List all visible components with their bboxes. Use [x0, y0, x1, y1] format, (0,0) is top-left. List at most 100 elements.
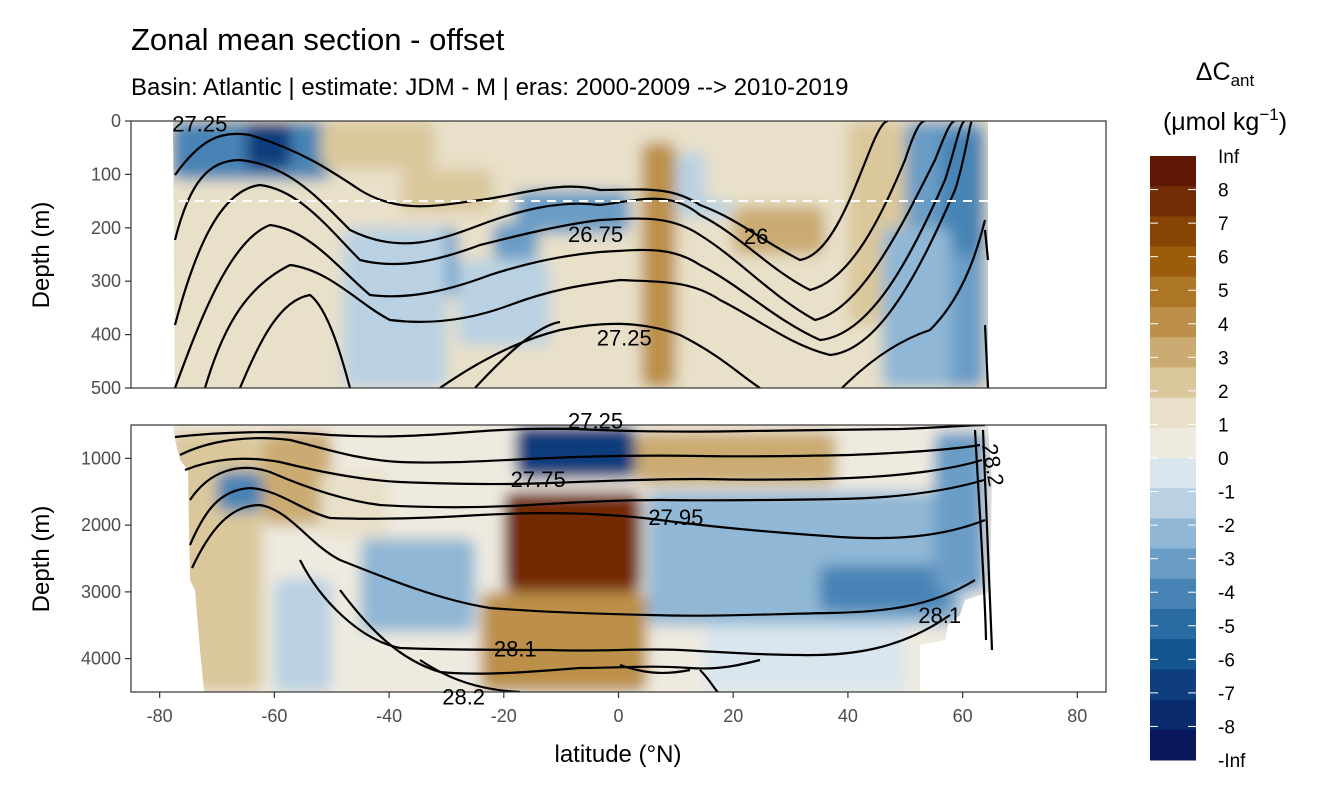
isopycnal-label: 26.75: [568, 222, 623, 247]
legend-swatch: [1150, 216, 1196, 248]
panel-upper-nodata: [131, 121, 1106, 388]
legend-swatch: [1150, 427, 1196, 459]
legend-swatch: [1150, 156, 1196, 187]
legend-title-subscript: ant: [1231, 71, 1255, 90]
legend-label: -3: [1218, 550, 1235, 571]
panel-upper-contour-labels: 27.25 26.75 26 27.25: [172, 112, 768, 351]
field-cell: [274, 578, 332, 692]
legend-unit-text: (μmol kg: [1163, 108, 1259, 136]
legend-swatch: [1150, 307, 1196, 338]
y-tick-label: 100: [91, 164, 121, 184]
x-tick-label: 60: [953, 706, 973, 726]
legend-swatch: [1150, 246, 1196, 278]
field-cell: [704, 121, 877, 202]
color-legend: ΔCant (μmol kg−1) Inf 8 7 6 5 4 3 2 1 0 -1 -2 -3 -4 -5…: [1150, 58, 1287, 772]
legend-swatch: [1150, 367, 1196, 399]
y-axis-title-lower: Depth (m): [28, 506, 55, 613]
x-tick-label: 80: [1067, 706, 1087, 726]
y-axis-title-upper: Depth (m): [28, 202, 55, 309]
isopycnal-label: 28.1: [494, 637, 537, 662]
panel-lower-field: [131, 425, 1106, 692]
field-cell: [343, 227, 447, 388]
field-cell: [492, 222, 539, 260]
field-cell: [503, 491, 642, 592]
legend-swatch: [1150, 699, 1196, 731]
legend-label: 7: [1218, 214, 1229, 235]
field-cell: [217, 471, 263, 512]
legend-label: Inf: [1218, 147, 1240, 168]
x-tick-label: 0: [613, 706, 623, 726]
legend-label: 5: [1218, 281, 1229, 302]
legend-label: -1: [1218, 483, 1235, 504]
x-tick-label: -40: [376, 706, 402, 726]
isopycnal-label: 28.1: [918, 603, 961, 628]
panel-lower-y-axis: 1000 2000 3000 4000: [81, 448, 131, 669]
legend-swatch: [1150, 488, 1196, 519]
field-cell: [320, 471, 390, 539]
y-tick-label: 500: [91, 378, 121, 398]
legend-label: -5: [1218, 617, 1235, 638]
field-cell: [819, 565, 952, 612]
legend-label: -Inf: [1218, 751, 1246, 772]
legend-label: 8: [1218, 181, 1229, 202]
y-tick-label: 0: [111, 111, 121, 131]
panel-lower: [130, 424, 1107, 693]
panel-upper: [130, 120, 1107, 389]
legend-label: -4: [1218, 583, 1235, 604]
legend-label: 4: [1218, 315, 1229, 336]
legend-label: 0: [1218, 449, 1229, 470]
legend-label: -2: [1218, 516, 1235, 537]
legend-label: -8: [1218, 717, 1235, 738]
legend-swatch: [1150, 276, 1196, 308]
field-cell: [320, 121, 435, 170]
isopycnal-label: 27.75: [511, 467, 566, 492]
panel-upper-field: [131, 121, 1106, 388]
x-tick-label: -80: [147, 706, 173, 726]
legend-label: -6: [1218, 650, 1235, 671]
panel-upper-border: [130, 120, 1107, 389]
legend-swatch: [1150, 729, 1196, 761]
field-cell: [262, 431, 332, 526]
x-axis: -80 -60 -40 -20 0 20 40 60 80: [147, 692, 1087, 726]
legend-swatch: [1150, 186, 1196, 217]
y-tick-label: 2000: [81, 515, 121, 535]
legend-swatch: [1150, 458, 1196, 489]
legend-label: 1: [1218, 415, 1229, 436]
y-tick-label: 400: [91, 325, 121, 345]
isopycnal-label: 27.25: [597, 325, 652, 350]
legend-swatch: [1150, 578, 1196, 610]
isopycnal-label: 27.25: [568, 408, 623, 433]
field-cell: [515, 425, 636, 479]
x-tick-label: -20: [491, 706, 517, 726]
y-tick-label: 300: [91, 271, 121, 291]
field-cell: [882, 227, 952, 388]
panel-lower-nodata: [131, 425, 1106, 692]
chart-title: Zonal mean section - offset: [131, 22, 505, 57]
chart-subtitle: Basin: Atlantic | estimate: JDM - M | er…: [131, 74, 849, 101]
legend-unit-close: ): [1279, 108, 1287, 136]
panel-upper-isopycnals: [173, 121, 990, 388]
x-tick-label: 20: [723, 706, 743, 726]
x-axis-title: latitude (°N): [555, 741, 682, 768]
legend-unit-superscript: −1: [1259, 105, 1278, 124]
y-tick-label: 3000: [81, 582, 121, 602]
legend-label: 3: [1218, 348, 1229, 369]
y-tick-label: 200: [91, 218, 121, 238]
x-tick-label: 40: [838, 706, 858, 726]
isopycnal-label: 27.95: [648, 505, 703, 530]
legend-swatch: [1150, 548, 1196, 580]
legend-swatch: [1150, 397, 1196, 429]
legend-label: -7: [1218, 684, 1235, 705]
isopycnal-label: 26: [744, 224, 768, 249]
legend-swatch: [1150, 337, 1196, 368]
legend-swatch: [1150, 609, 1196, 640]
field-cell: [704, 625, 906, 692]
field-cell: [933, 431, 986, 592]
field-cell: [492, 121, 648, 175]
field-cell: [245, 121, 292, 170]
isopycnal-label: 28.2: [442, 685, 485, 710]
field-cell: [457, 259, 550, 346]
y-tick-label: 1000: [81, 448, 121, 468]
isopycnal-label: 27.25: [172, 112, 227, 137]
